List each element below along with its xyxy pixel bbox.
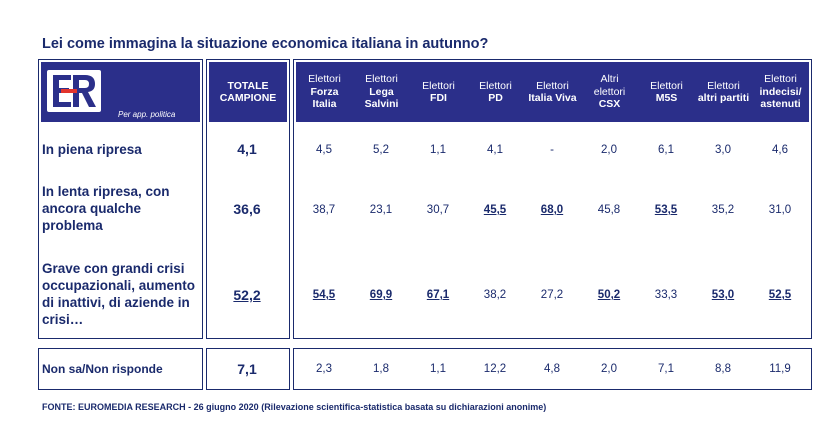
value-cell: 53,5	[654, 204, 678, 216]
value-cell: 4,1	[487, 144, 503, 156]
col-header-line1: Altri	[600, 73, 619, 86]
total-header: TOTALE CAMPIONE	[209, 62, 287, 122]
source-note: FONTE: EUROMEDIA RESEARCH - 26 giugno 20…	[42, 402, 547, 412]
value-cell: 50,2	[597, 289, 621, 301]
value-cell: 2,3	[316, 363, 332, 375]
value-cell: 1,1	[430, 363, 446, 375]
col-header-line2: elettori	[593, 85, 626, 98]
col-header-lega: Elettori Lega Salvini	[353, 62, 410, 122]
value-cell: 38,2	[483, 289, 507, 301]
value-cell: 4,6	[772, 144, 788, 156]
value-cell: 11,9	[769, 363, 791, 375]
row-label-grave: Grave con grandi crisi occupazionali, au…	[42, 261, 196, 327]
col-header-forza-italia: Elettori Forza Italia	[296, 62, 353, 122]
value-cell: 1,1	[430, 144, 446, 156]
col-header-line1: Elettori	[536, 79, 569, 92]
col-header-indecisi: Elettori indecisi/ astenuti	[752, 62, 809, 122]
col-header-line2: Italia Viva	[528, 92, 577, 104]
value-cell: -	[550, 144, 554, 156]
col-header-italia-viva: Elettori Italia Viva	[524, 62, 581, 122]
col-header-line3: Italia	[312, 98, 337, 111]
header-band-parties	[296, 62, 809, 122]
label-box-nonsa	[38, 348, 203, 390]
value-cell: 52,5	[768, 289, 792, 301]
col-header-line1: Elettori	[650, 79, 683, 92]
value-cell: 38,7	[312, 204, 336, 216]
value-cell: 30,7	[426, 204, 450, 216]
value-cell: 31,0	[768, 204, 792, 216]
col-header-line1: Elettori	[422, 79, 455, 92]
row-label-non-sa: Non sa/Non risponde	[42, 362, 163, 376]
header-band-total	[209, 62, 287, 122]
col-header-altri-csx: Altri elettori CSX	[581, 62, 638, 122]
col-header-line2: Forza	[310, 85, 339, 98]
row-label-piena-ripresa: In piena ripresa	[42, 142, 142, 157]
total-piena-ripresa: 4,1	[237, 141, 257, 157]
col-header-line2: Lega	[369, 85, 394, 98]
value-cell: 35,2	[711, 204, 735, 216]
value-cell: 69,9	[369, 289, 393, 301]
value-cell: 68,0	[540, 204, 564, 216]
value-cell: 4,5	[316, 144, 332, 156]
total-header-line2: CAMPIONE	[219, 92, 277, 104]
parties-box-nonsa	[293, 348, 812, 390]
value-cell: 54,5	[312, 289, 336, 301]
value-cell: 12,2	[483, 363, 507, 375]
value-cell: 67,1	[426, 289, 450, 301]
total-non-sa: 7,1	[237, 361, 257, 377]
value-cell: 5,2	[373, 144, 389, 156]
value-cell: 45,8	[597, 204, 621, 216]
total-grave: 52,2	[233, 287, 261, 303]
total-box-main	[206, 59, 290, 339]
col-header-fdi: Elettori FDI	[410, 62, 467, 122]
col-header-line1: Elettori	[308, 73, 341, 86]
value-cell: 7,1	[658, 363, 674, 375]
col-header-line3: Salvini	[364, 98, 399, 111]
col-header-line2: PD	[488, 92, 503, 104]
total-box-nonsa	[206, 348, 290, 390]
col-header-line2: FDI	[430, 92, 447, 104]
col-header-line2: indecisi/	[759, 85, 802, 98]
value-cell: 4,8	[544, 363, 560, 375]
value-cell: 2,0	[601, 363, 617, 375]
col-header-altri-partiti: Elettori altri partiti	[695, 62, 752, 122]
col-header-line1: Elettori	[479, 79, 512, 92]
col-header-m5s: Elettori M5S	[638, 62, 695, 122]
col-header-line1: Elettori	[707, 79, 740, 92]
value-cell: 2,0	[601, 144, 617, 156]
col-header-pd: Elettori PD	[467, 62, 524, 122]
col-header-line1: Elettori	[365, 73, 398, 86]
er-logo-icon	[53, 75, 96, 107]
value-cell: 33,3	[654, 289, 678, 301]
value-cell: 45,5	[483, 204, 507, 216]
value-cell: 6,1	[658, 144, 674, 156]
label-box-main	[38, 59, 203, 339]
value-cell: 27,2	[540, 289, 564, 301]
col-header-line3: astenuti	[760, 98, 801, 111]
value-cell: 8,8	[715, 363, 731, 375]
logo-caption: Per app. politica	[118, 110, 176, 119]
value-cell: 1,8	[373, 363, 389, 375]
chart-title: Lei come immagina la situazione economic…	[42, 36, 489, 52]
parties-box-main	[293, 59, 812, 339]
value-cell: 53,0	[711, 289, 735, 301]
row-label-lenta-ripresa: In lenta ripresa, con ancora qualche pro…	[42, 184, 170, 233]
col-header-line2: altri partiti	[697, 92, 750, 104]
col-header-line3: CSX	[598, 98, 621, 111]
col-header-line2: M5S	[655, 92, 678, 104]
col-header-line1: Elettori	[764, 73, 797, 86]
total-header-line1: TOTALE	[227, 79, 269, 92]
value-cell: 23,1	[369, 204, 393, 216]
total-lenta-ripresa: 36,6	[233, 201, 261, 217]
er-logo	[47, 70, 101, 112]
value-cell: 3,0	[715, 144, 731, 156]
